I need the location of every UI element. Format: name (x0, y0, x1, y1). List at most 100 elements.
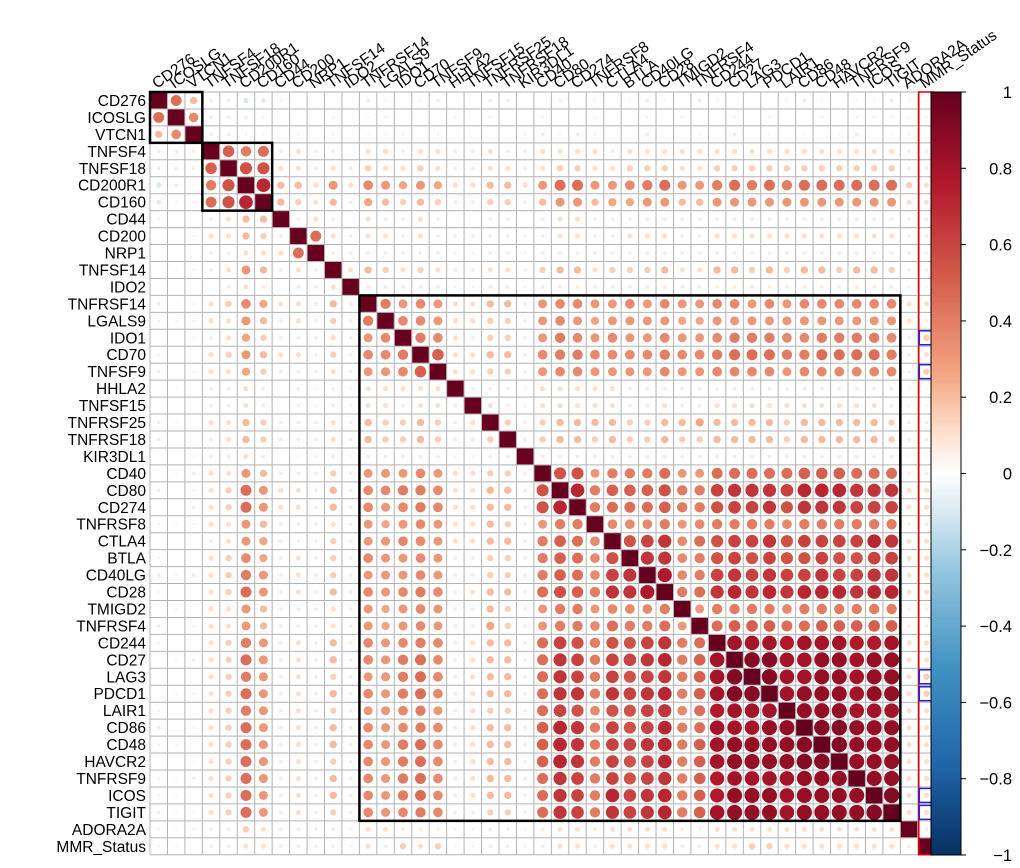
correlation-dot (415, 485, 426, 496)
correlation-dot (554, 349, 566, 360)
correlation-dot (537, 536, 548, 547)
correlation-dot (279, 234, 283, 238)
correlation-dot (764, 299, 775, 309)
correlation-dot (208, 352, 214, 358)
correlation-dot (296, 844, 301, 849)
correlation-dot (157, 777, 160, 780)
correlation-dot (453, 420, 458, 425)
correlation-dot (259, 351, 268, 359)
correlation-dot (313, 216, 319, 222)
correlation-dot (505, 403, 510, 408)
correlation-dot (607, 367, 617, 377)
correlation-dot (295, 809, 301, 815)
correlation-dot (642, 180, 653, 191)
colorbar-tick-label: 0 (1003, 466, 1012, 484)
correlation-dot (572, 603, 583, 615)
correlation-dot (731, 843, 738, 849)
row-label: CD80 (106, 483, 146, 500)
correlation-dot (695, 333, 705, 343)
correlation-dot (504, 181, 512, 189)
correlation-dot (348, 573, 353, 577)
correlation-dot (504, 639, 512, 647)
correlation-dot (907, 268, 911, 272)
correlation-dot (397, 739, 409, 750)
correlation-dot (554, 620, 566, 632)
correlation-dot (313, 725, 318, 730)
correlation-dot (744, 703, 760, 718)
correlation-dot (796, 703, 812, 719)
correlation-dot (729, 332, 740, 343)
correlation-dot (259, 554, 268, 563)
correlation-dot (556, 435, 564, 444)
correlation-dot (397, 349, 409, 360)
correlation-dot (924, 420, 929, 425)
correlation-dot (831, 770, 847, 787)
correlation-dot (814, 787, 830, 803)
correlation-dot (866, 804, 882, 821)
correlation-dot (382, 402, 389, 409)
correlation-dot (313, 844, 318, 849)
correlation-dot (225, 300, 232, 308)
correlation-dot (241, 299, 251, 309)
correlation-dot (192, 523, 195, 526)
correlation-dot (313, 810, 318, 815)
correlation-dot (570, 721, 585, 735)
correlation-dot (279, 335, 283, 340)
correlation-dot (259, 215, 268, 223)
correlation-dot (504, 368, 511, 375)
correlation-dot (681, 116, 684, 119)
correlation-dot (241, 621, 251, 631)
correlation-dot (592, 386, 598, 392)
correlation-dot (623, 670, 636, 683)
correlation-dot (837, 285, 842, 289)
correlation-dot (923, 589, 930, 595)
correlation-dot (710, 585, 724, 599)
correlation-dot (191, 657, 196, 662)
correlation-dot (866, 720, 882, 736)
correlation-dot (852, 197, 862, 207)
correlation-dot (381, 790, 391, 800)
correlation-dot (886, 366, 897, 377)
correlation-dot (488, 827, 493, 832)
correlation-dot (313, 674, 318, 679)
correlation-dot (907, 522, 911, 527)
correlation-dot (589, 485, 601, 496)
diagonal-cell (377, 312, 394, 329)
correlation-dot (677, 586, 688, 598)
correlation-dot (746, 332, 758, 343)
correlation-dot (554, 569, 566, 581)
correlation-dot (175, 319, 178, 322)
correlation-dot (330, 606, 336, 612)
correlation-dot (279, 369, 283, 374)
correlation-dot (260, 843, 267, 849)
correlation-dot (779, 805, 795, 820)
correlation-dot (398, 553, 408, 563)
correlation-dot (645, 403, 650, 408)
correlation-dot (363, 502, 373, 513)
correlation-dot (764, 332, 775, 343)
correlation-dot (330, 571, 337, 579)
correlation-dot (574, 826, 581, 832)
correlation-dot (712, 332, 722, 343)
correlation-dot (849, 753, 865, 770)
correlation-dot (240, 654, 252, 666)
correlation-dot (244, 115, 248, 120)
correlation-dot (537, 688, 549, 700)
correlation-dot (208, 640, 214, 646)
correlation-dot (366, 116, 370, 119)
correlation-dot (888, 266, 895, 274)
correlation-dot (575, 454, 580, 459)
correlation-dot (225, 504, 232, 511)
correlation-dot (433, 706, 443, 716)
diagonal-cell (429, 363, 447, 380)
correlation-dot (591, 436, 599, 443)
correlation-dot (780, 535, 793, 548)
correlation-dot (782, 197, 792, 207)
correlation-dot (606, 755, 619, 768)
correlation-dot (433, 671, 443, 682)
correlation-dot (157, 845, 160, 848)
correlation-dot (907, 335, 911, 340)
correlation-dot (157, 794, 160, 797)
correlation-dot (453, 641, 458, 645)
